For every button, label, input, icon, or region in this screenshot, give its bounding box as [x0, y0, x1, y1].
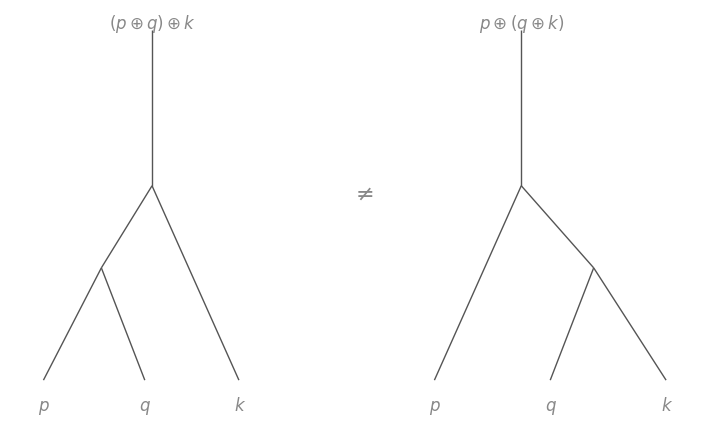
- Text: q: q: [140, 397, 150, 416]
- Text: k: k: [661, 397, 671, 416]
- Text: $p \oplus (q \oplus k)$: $p \oplus (q \oplus k)$: [479, 13, 564, 35]
- Text: p: p: [429, 397, 439, 416]
- Text: $(p \oplus q) \oplus k$: $(p \oplus q) \oplus k$: [109, 13, 195, 35]
- Text: k: k: [234, 397, 244, 416]
- Text: p: p: [38, 397, 49, 416]
- Text: q: q: [545, 397, 555, 416]
- Text: $\neq$: $\neq$: [350, 184, 374, 204]
